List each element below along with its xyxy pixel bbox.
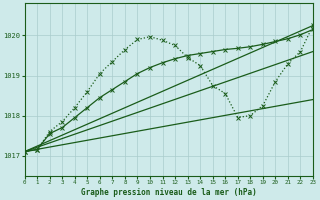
X-axis label: Graphe pression niveau de la mer (hPa): Graphe pression niveau de la mer (hPa): [81, 188, 257, 197]
